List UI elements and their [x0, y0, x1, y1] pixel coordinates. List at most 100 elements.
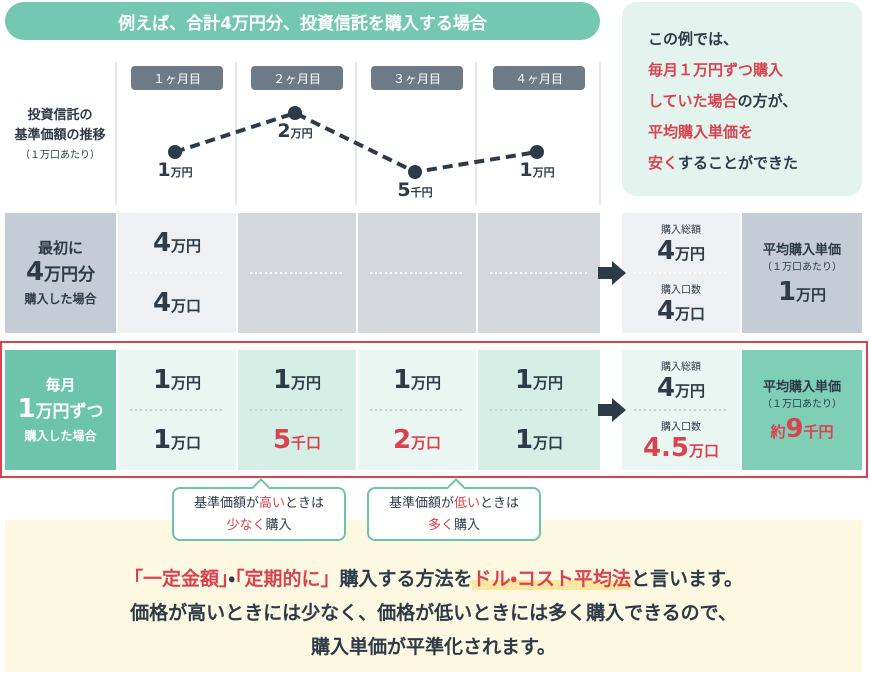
cell-amount-unit: 万円	[291, 374, 322, 392]
cell-units: 1 万口	[515, 425, 563, 455]
price-label: 2万円	[277, 120, 312, 142]
bubble-text-line: 多く購入	[369, 515, 539, 537]
cell-amount: 1 万円	[153, 365, 201, 395]
summary-text: 価格が高いときには少なく、価格が低いときには多く購入できるので、	[130, 602, 737, 624]
totals: 購入総額 4 万円 購入口数 4 万口	[622, 213, 740, 333]
totals-value-unit: 万円	[675, 381, 706, 400]
cell-units-unit: 千口	[291, 434, 322, 452]
cell-amount: 4 万円	[153, 228, 201, 258]
cell-units-unit: 万口	[171, 434, 202, 452]
average-value-number: 9	[785, 414, 804, 444]
totals-group: 購入総額 4 万円	[657, 358, 705, 403]
cell-units-unit: 万口	[411, 434, 442, 452]
callout-text: 安く	[648, 154, 679, 172]
row-label-top: 最初に	[37, 238, 83, 257]
cell-units-number: 1	[152, 425, 172, 455]
cell-units: 1 万口	[153, 425, 201, 455]
price-unit: 千円	[411, 185, 433, 199]
average-value-unit: 千円	[803, 423, 834, 441]
callout-text-line: 毎月１万円ずつ購入	[648, 55, 862, 86]
cell-units-unit: 万口	[533, 434, 564, 452]
totals-value: 4 万円	[657, 373, 705, 403]
callout-text: することができた	[678, 154, 799, 172]
cell-amount: 1 万円	[273, 365, 321, 395]
cell-amount-number: 1	[272, 365, 292, 395]
bubble-text: 基準価額が	[193, 496, 259, 511]
header-title: 例えば、合計4万円分、投資信託を購入する場合	[5, 2, 600, 40]
bubble-text-line: 少なく購入	[174, 515, 344, 537]
summary: 「一定金額」・「定期的に」購入する方法をドル・コスト平均法と言います。 価格が高い…	[5, 520, 862, 672]
bubble-text: 購入	[265, 518, 292, 533]
totals: 購入総額 4 万円購入口数 4.5 万口	[622, 350, 740, 470]
summary-text: 購入する方法を	[339, 568, 473, 590]
bubble-text: 少なく	[226, 518, 266, 533]
average-note: （１万口あたり）	[762, 262, 842, 273]
totals-value: 4.5 万口	[643, 433, 719, 463]
row-cell	[358, 213, 476, 333]
totals-group: 購入口数 4 万口	[657, 281, 705, 326]
month-tab: ３ヶ月目	[371, 66, 463, 90]
average-value: 1 万円	[778, 277, 826, 307]
price-line	[174, 110, 538, 175]
cell-amount-number: 1	[392, 365, 412, 395]
row-label: 毎月 1 万円ずつ 購入した場合	[5, 350, 116, 470]
cell-units: 5 千口	[273, 425, 321, 455]
totals-value-number: 4	[656, 295, 676, 326]
callout-text-line: 平均購入単価を	[648, 117, 862, 148]
price-point	[530, 145, 544, 159]
chart-label-line: 投資信託の	[27, 108, 93, 123]
summary-text-line: 価格が高いときには少なく、価格が低いときには多く購入できるので、	[5, 596, 862, 630]
row-label: 最初に 4 万円分購入した場合	[5, 213, 116, 333]
row-label-number: 1	[17, 393, 36, 424]
row-label-amount: 4 万円分	[26, 259, 96, 287]
callout: この例では、 毎月１万円ずつ購入 していた場合の方が、 平均購入単価を 安くすることがで…	[622, 2, 862, 196]
totals-value: 4 万円	[657, 236, 705, 266]
row-label-unit: 万円分	[44, 264, 96, 285]
bubble-text: ときは	[285, 496, 325, 511]
price-number: 2	[277, 120, 290, 142]
cell-units: 2 万口	[393, 425, 441, 455]
bubble-text: 基準価額が	[388, 496, 454, 511]
callout-text: 平均購入単価を	[648, 123, 754, 141]
month-tab: １ヶ月目	[131, 66, 223, 90]
summary-text-line: 購入単価が平準化されます。	[5, 630, 862, 664]
row-frame	[0, 341, 868, 478]
average-label: 平均購入単価	[762, 380, 841, 395]
row-cell	[238, 213, 356, 333]
bubble-text: 高い	[258, 496, 285, 511]
callout-text: していた場合	[648, 92, 738, 110]
cell-amount-number: 4	[152, 228, 172, 258]
totals-label: 購入総額	[660, 361, 701, 373]
price-point	[168, 145, 182, 159]
average-note: （１万口あたり）	[762, 399, 842, 410]
average-value: 約 9 千円	[770, 414, 833, 444]
bubble-text: 低い	[453, 496, 480, 511]
row-cell: 1 万円 1 万口	[118, 350, 236, 470]
row-label-amount: 1 万円ずつ	[17, 393, 103, 424]
totals-label: 購入口数	[660, 284, 701, 296]
average: 平均購入単価 （１万口あたり） 1 万円	[742, 213, 862, 333]
bubble-text: ときは	[480, 496, 520, 511]
bubble-text-line: 基準価額が高いときは	[174, 493, 344, 515]
totals-value-unit: 万円	[675, 244, 706, 263]
totals-label: 購入口数	[660, 421, 701, 433]
row-cell: 1 万円 2 万口	[358, 350, 476, 470]
price-label: 1万円	[157, 159, 192, 181]
row-cell: 1 万円 5 千口	[238, 350, 356, 470]
callout-text: 毎月１万円ずつ購入	[648, 61, 784, 79]
totals-label: 購入総額	[660, 224, 701, 236]
row-label-bottom: 購入した場合	[24, 428, 97, 443]
row-cell	[478, 213, 600, 333]
totals-value-number: 4.5	[642, 432, 690, 463]
row-label-bottom: 購入した場合	[24, 291, 97, 306]
summary-text: と言います。	[630, 568, 744, 590]
price-label: 1万円	[519, 159, 554, 181]
price-unit: 万円	[290, 127, 313, 140]
price-number: 5	[397, 179, 410, 201]
totals-group: 購入総額 4 万円	[657, 221, 705, 266]
callout-text: の方が、	[737, 92, 798, 110]
cell-units-number: 1	[514, 425, 534, 455]
cell-amount: 1 万円	[393, 365, 441, 395]
average: 平均購入単価 （１万口あたり） 約 9 千円	[742, 350, 862, 470]
